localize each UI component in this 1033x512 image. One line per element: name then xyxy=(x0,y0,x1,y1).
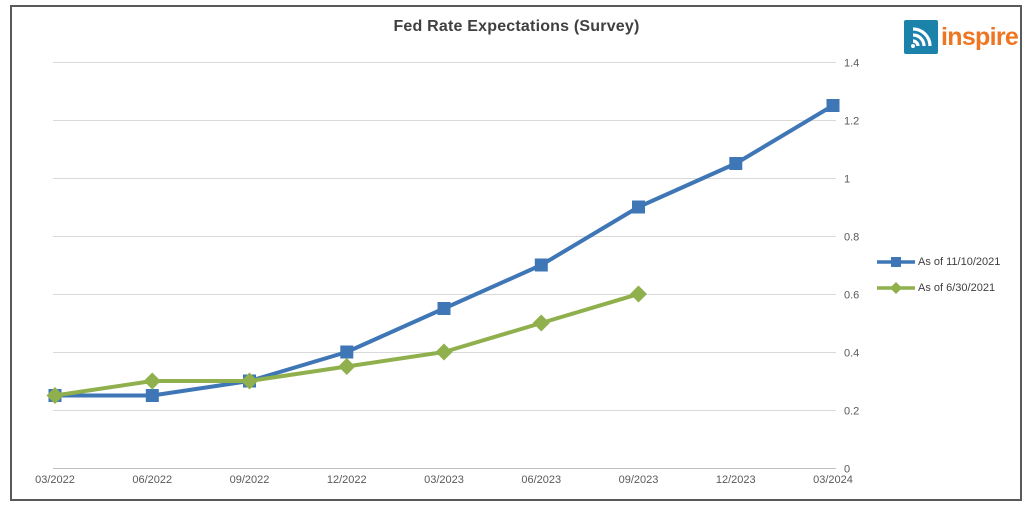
series-marker-diamond xyxy=(532,314,550,332)
x-tick-label: 03/2024 xyxy=(813,474,853,486)
inspire-logo-text: inspire xyxy=(941,23,1019,51)
series-marker-diamond xyxy=(630,285,647,303)
chart-border-frame xyxy=(10,5,1022,501)
x-tick-label: 03/2023 xyxy=(424,474,464,486)
legend-label: As of 11/10/2021 xyxy=(918,256,1001,268)
series-marker-square xyxy=(340,345,354,359)
x-tick-label: 12/2022 xyxy=(327,474,367,486)
legend: As of 11/10/2021 As of 6/30/2021 xyxy=(877,254,1000,296)
y-tick-label: 1.4 xyxy=(844,58,859,70)
legend-swatch xyxy=(877,257,915,267)
series-marker-diamond xyxy=(241,372,258,390)
series-line-1 xyxy=(53,292,641,398)
series-marker-diamond xyxy=(435,343,453,361)
chart-title: Fed Rate Expectations (Survey) xyxy=(393,18,640,35)
x-tick-label: 09/2022 xyxy=(230,474,270,486)
series-marker-square xyxy=(145,389,159,402)
y-tick-label: 0 xyxy=(844,464,850,476)
y-tick-label: 0.2 xyxy=(844,406,859,418)
x-tick-label: 09/2023 xyxy=(619,474,659,486)
series-marker-square xyxy=(534,258,548,272)
series-marker-diamond xyxy=(46,387,64,404)
legend-item-1: As of 6/30/2021 xyxy=(877,280,1000,296)
legend-item-0: As of 11/10/2021 xyxy=(877,254,1000,270)
series-marker-square xyxy=(826,99,840,112)
series-marker-square xyxy=(729,157,743,170)
x-tick-label: 12/2023 xyxy=(716,474,756,486)
series-marker-square xyxy=(437,302,451,315)
inspire-logo: inspire xyxy=(904,20,1019,54)
y-tick-label: 0.4 xyxy=(844,348,859,360)
legend-label: As of 6/30/2021 xyxy=(918,282,996,294)
x-tick-label: 03/2022 xyxy=(35,474,75,486)
x-tick-label: 06/2022 xyxy=(132,474,172,486)
series-marker-diamond xyxy=(143,372,161,390)
y-tick-label: 0.8 xyxy=(844,232,859,244)
legend-swatch xyxy=(877,282,915,294)
series-marker-diamond xyxy=(338,358,356,375)
x-tick-label: 06/2023 xyxy=(521,474,561,486)
series-marker-square xyxy=(632,200,645,214)
y-tick-label: 1.2 xyxy=(844,116,859,128)
y-tick-label: 1 xyxy=(844,174,850,186)
inspire-arcs-icon xyxy=(904,20,938,54)
y-tick-label: 0.6 xyxy=(844,290,859,302)
